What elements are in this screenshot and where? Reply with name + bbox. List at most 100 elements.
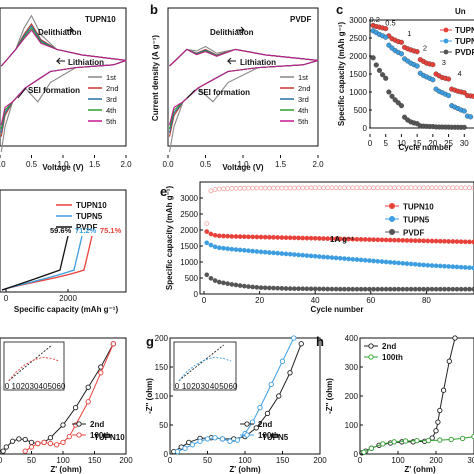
c-point-2 (383, 75, 389, 81)
e-point-3 (266, 185, 272, 191)
e-point-3 (387, 185, 393, 191)
e-point-0 (279, 235, 285, 240)
e-point-1 (329, 255, 335, 260)
panel-d-frame (0, 189, 127, 293)
e-point-2 (250, 284, 255, 290)
e-point-1 (346, 256, 351, 262)
panel-b-sei-label: SEI formation (198, 88, 250, 97)
c-xtick-label: 10 (397, 139, 406, 148)
f-point-2nd (0, 448, 6, 454)
e-point-2 (337, 286, 343, 292)
e-point-3 (221, 186, 226, 192)
f-point-100th (60, 439, 66, 446)
d-legend-label-TUPN5: TUPN5 (76, 212, 103, 221)
e-point-0 (312, 235, 318, 241)
e-point-1 (354, 257, 360, 262)
a-legend-label-3rd: 3rd (106, 95, 117, 104)
panel-b-ylabel: Current density (A g⁻¹) (151, 35, 160, 121)
e-point-2 (375, 286, 381, 292)
panel-e-letter: e (160, 184, 167, 199)
e-point-3 (396, 185, 402, 191)
g-point-100th (234, 437, 241, 443)
c-xtick-label: 30 (460, 139, 469, 148)
e-point-2 (287, 286, 293, 291)
e-point-1 (250, 248, 255, 254)
c-point-2 (373, 62, 379, 68)
e-point-1 (429, 263, 435, 268)
panel-b-arrow-left (226, 57, 236, 65)
c-point-1 (430, 77, 436, 83)
e-point-2 (212, 278, 218, 283)
e-point-2 (396, 286, 401, 292)
c-point-2 (380, 72, 386, 78)
panel-e-plot (204, 185, 474, 292)
e-point-1 (216, 245, 222, 251)
e-point-3 (304, 185, 310, 191)
panel-b-frame (167, 7, 319, 147)
c-point-2 (461, 124, 467, 130)
panel-h: h 2nd 100th 0 100 200 300 0 100 200 300 400 Z' (… (316, 334, 474, 474)
panel-e-yticks: 0 500 1000 1500 2000 2500 3000 (180, 194, 203, 299)
e-point-0 (442, 238, 447, 244)
e-point-2 (229, 282, 235, 287)
e-point-0 (358, 237, 364, 242)
g-xtick-label: 200 (313, 456, 327, 465)
e-point-2 (404, 286, 410, 292)
e-xtick-label: 80 (422, 296, 431, 305)
f-point-100th (54, 442, 60, 448)
b-xtick-label: 1.0 (237, 160, 249, 169)
e-point-2 (275, 285, 281, 291)
f-inset-dashed-2nd (8, 344, 53, 382)
e-point-2 (233, 282, 239, 288)
d-legend-label-TUPN10: TUPN10 (76, 201, 107, 210)
panel-g-plot (171, 335, 304, 455)
e-point-3 (212, 187, 218, 192)
e-point-0 (233, 234, 239, 239)
d-xtick-label: 2000 (59, 294, 77, 303)
panel-a-plot (0, 14, 127, 153)
a-xtick-label: 1.5 (89, 160, 101, 169)
e-point-3 (241, 185, 247, 191)
a-legend-label-2nd: 2nd (106, 84, 119, 93)
e-point-0 (321, 236, 326, 241)
e-ytick-label: 2500 (180, 210, 198, 219)
e-point-0 (437, 238, 443, 244)
a-xtick-label: 1.0 (57, 160, 69, 169)
panel-a-legend-title: TUPN10 (85, 15, 116, 24)
b-xtick-label: 1.5 (275, 160, 287, 169)
f-point-100th (41, 439, 47, 446)
f-xtick-label: 0 (0, 456, 3, 465)
e-point-3 (341, 185, 347, 191)
g-point-100th (268, 381, 274, 388)
g-point-100th (197, 438, 203, 444)
e-point-3 (333, 185, 339, 191)
panel-d-pct-tupn10: 75.1% (100, 226, 122, 235)
e-ytick-label: 2000 (180, 226, 198, 235)
e-point-3 (454, 185, 460, 191)
h-point-100th (391, 439, 397, 445)
e-point-1 (437, 263, 443, 269)
e-point-2 (204, 272, 210, 278)
e-point-0 (354, 236, 360, 242)
h-xtick-label: 0 (358, 456, 363, 465)
h-xtick-label: 300 (467, 456, 474, 465)
e-ytick-label: 3000 (180, 194, 198, 203)
panel-b-legend-title: PVDF (290, 15, 311, 24)
e-point-0 (266, 234, 272, 240)
e-ytick-label: 1500 (180, 242, 198, 251)
e-point-1 (433, 263, 439, 269)
e-point-0 (237, 234, 243, 239)
e-point-3 (429, 185, 435, 191)
f-point-100th (22, 448, 28, 454)
e-point-0 (375, 237, 381, 243)
d-curve-TUPN5 (1, 235, 83, 291)
g-point-2nd (264, 410, 271, 417)
panel-f-plot (0, 341, 117, 454)
e-point-1 (367, 258, 372, 263)
e-point-0 (317, 236, 322, 241)
f-point-2nd (3, 444, 9, 450)
e-point-3 (250, 185, 256, 191)
panel-g-ylabel: -Z'' (ohm) (145, 378, 154, 414)
e-point-3 (254, 185, 260, 191)
